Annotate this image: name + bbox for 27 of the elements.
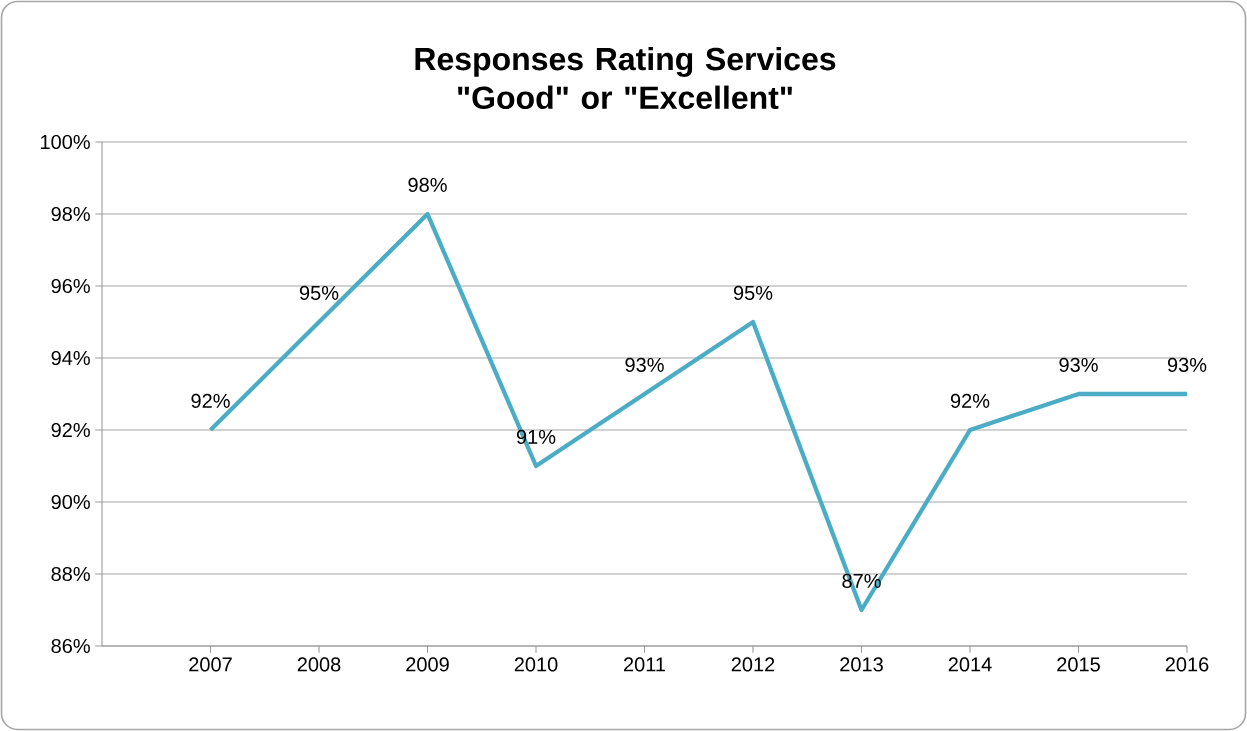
x-tick-label: 2015 [1057,657,1100,672]
x-tick-label: 2014 [948,657,992,672]
x-tick-label: 2007 [189,657,232,672]
data-label: 95% [299,285,339,300]
y-tick-label: 88% [51,566,90,582]
x-tick-label: 2012 [731,657,775,672]
data-label: 92% [950,393,990,408]
x-tick-label: 2010 [514,657,558,672]
y-tick-label: 98% [51,206,90,222]
data-label: 93% [1059,357,1098,372]
x-tick-label: 2011 [624,657,666,672]
chart-title: Responses Rating Services "Good" or "Excellent" [415,46,836,110]
x-tick-label: 2009 [406,657,449,672]
data-label: 95% [733,285,773,300]
y-tick-label: 92% [51,422,90,438]
x-tick-label: 2008 [297,657,341,672]
x-tick-label: 2013 [840,657,883,672]
data-label: 98% [408,177,447,192]
y-tick-label: 86% [51,638,90,654]
data-label: 93% [625,357,664,372]
data-label: 92% [191,393,230,408]
y-tick-label: 96% [51,278,90,294]
data-label: 93% [1167,357,1207,372]
y-tick-label: 100% [41,134,90,150]
y-tick-label: 94% [51,350,90,366]
y-tick-label: 90% [51,494,90,510]
x-tick-label: 2016 [1165,657,1209,672]
